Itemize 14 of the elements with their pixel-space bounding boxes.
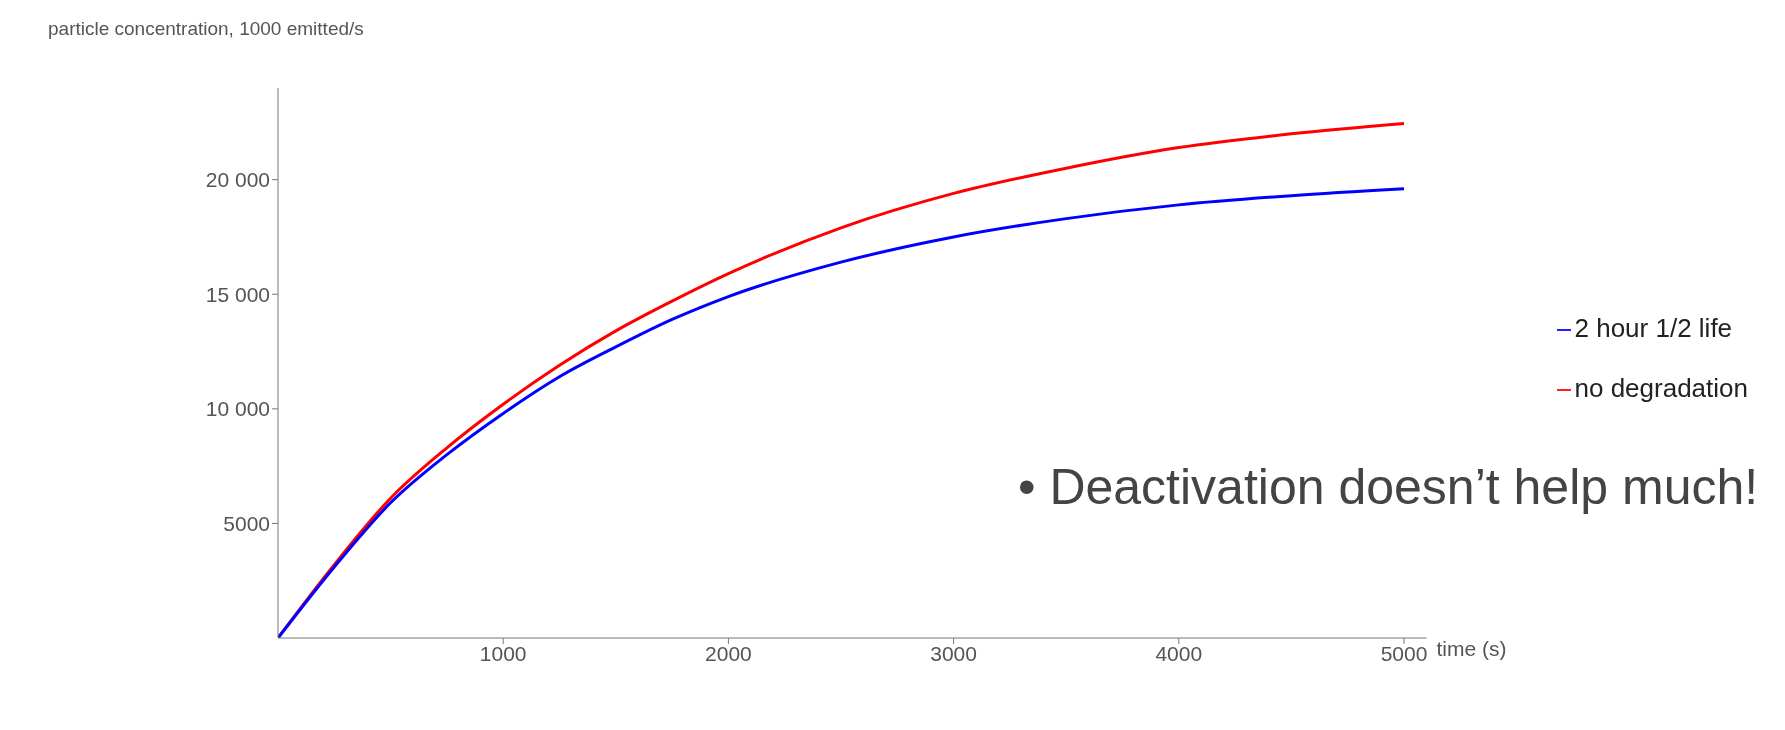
x-axis-title: time (s) (1436, 637, 1507, 661)
y-tick-label: 10 000 (205, 397, 270, 421)
x-tick-label: 5000 (1380, 641, 1428, 665)
legend-label: 2 hour 1/2 life (1574, 313, 1733, 343)
annotation: • Deactivation doesn’t help much! (1018, 458, 1759, 516)
x-tick-label: 2000 (705, 641, 752, 665)
x-tick-label: 3000 (930, 641, 977, 665)
legend-label: no degradation (1574, 373, 1748, 403)
y-tick-label: 5000 (223, 511, 270, 535)
y-tick-label: 20 000 (205, 168, 270, 192)
x-tick-label: 1000 (479, 641, 527, 665)
y-tick-label: 15 000 (205, 282, 270, 306)
y-axis-title: particle concentration, 1000 emitted/s (48, 18, 364, 40)
x-tick-label: 4000 (1155, 641, 1203, 665)
